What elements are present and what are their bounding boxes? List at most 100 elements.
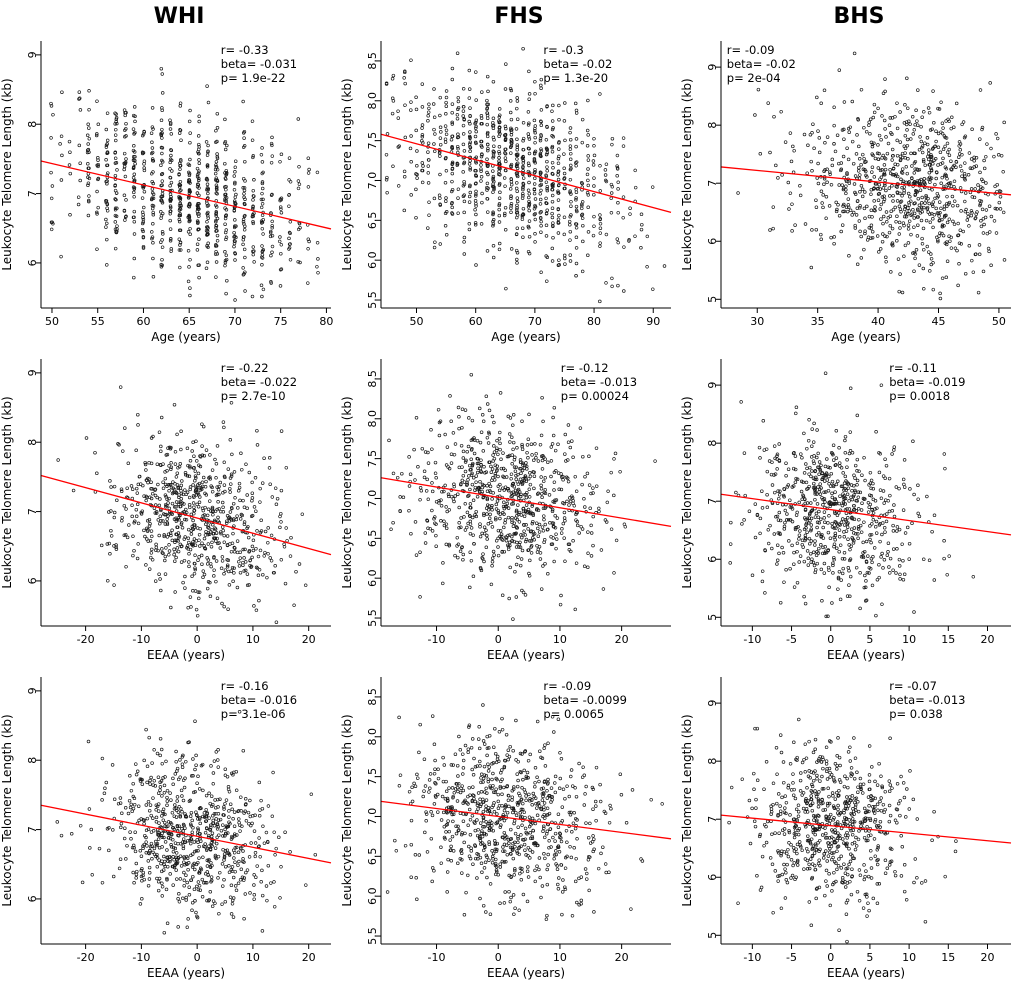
svg-text:8.0: 8.0 [366, 728, 379, 746]
svg-text:beta= -0.013: beta= -0.013 [561, 375, 637, 389]
svg-text:-20: -20 [77, 951, 95, 964]
svg-text:beta= -0.02: beta= -0.02 [727, 57, 796, 71]
svg-text:9: 9 [26, 369, 39, 376]
svg-text:5: 5 [866, 633, 873, 646]
svg-text:Leukocyte Telomere Length (kb): Leukocyte Telomere Length (kb) [0, 396, 14, 588]
svg-text:7: 7 [706, 180, 719, 187]
svg-text:r= -0.16: r= -0.16 [221, 679, 269, 693]
svg-text:6: 6 [26, 259, 39, 266]
scatter-plot-whi-eeaa-bottom: -20 -10 0 10 20 6 7 8 9 EEAA (years) Leukocyte Tel… [0, 677, 332, 980]
svg-text:7.0: 7.0 [366, 808, 379, 826]
svg-text:9: 9 [26, 687, 39, 694]
scatter-plot-whi-eeaa-mid: -20 -10 0 10 20 6 7 8 9 EEAA (years) Leukocyte Tel… [0, 359, 332, 662]
svg-text:80: 80 [587, 315, 601, 328]
svg-text:8.5: 8.5 [366, 688, 379, 706]
svg-text:-10: -10 [428, 951, 446, 964]
svg-text:0: 0 [194, 633, 201, 646]
svg-text:6.5: 6.5 [366, 530, 379, 548]
svg-text:9: 9 [706, 382, 719, 389]
svg-text:75: 75 [274, 315, 288, 328]
svg-text:20: 20 [302, 951, 316, 964]
svg-text:0: 0 [827, 951, 834, 964]
svg-text:65: 65 [182, 315, 196, 328]
svg-text:90: 90 [646, 315, 660, 328]
svg-text:Leukocyte Telomere Length (kb): Leukocyte Telomere Length (kb) [340, 78, 354, 270]
svg-text:Age (years): Age (years) [151, 330, 220, 344]
svg-text:p= 0.038: p= 0.038 [889, 707, 943, 721]
svg-text:p= 2.7e-10: p= 2.7e-10 [221, 389, 286, 403]
svg-text:50: 50 [992, 315, 1006, 328]
svg-text:8: 8 [26, 439, 39, 446]
svg-text:p= 2e-04: p= 2e-04 [727, 71, 781, 85]
svg-text:-10: -10 [132, 951, 150, 964]
svg-text:beta= -0.019: beta= -0.019 [889, 375, 965, 389]
svg-text:30: 30 [750, 315, 764, 328]
svg-text:5: 5 [706, 932, 719, 939]
svg-text:50: 50 [410, 315, 424, 328]
svg-text:Leukocyte Telomere Length (kb): Leukocyte Telomere Length (kb) [680, 396, 694, 588]
svg-text:55: 55 [91, 315, 105, 328]
svg-text:20: 20 [615, 951, 629, 964]
svg-text:7.5: 7.5 [366, 132, 379, 150]
scatter-plot-whi-age: 50 55 60 65 70 75 80 6 7 8 9 Age (years) Leukocyte T… [0, 41, 333, 344]
panel-grid: 50 55 60 65 70 75 80 6 7 8 9 Age (years) Leukocyte T… [0, 32, 1020, 986]
svg-text:Age (years): Age (years) [831, 330, 900, 344]
svg-text:r= -0.09: r= -0.09 [543, 679, 591, 693]
scatter-plot-fhs-eeaa-mid: -10 0 10 20 5.5 6.0 6.5 7.0 7.5 8.0 8.5 EEAA (years… [340, 359, 672, 662]
panel-fhs-age: 50 60 70 80 90 5.5 6.0 6.5 7.0 7.5 8.0 8.5 Age (year… [340, 32, 680, 350]
svg-text:0: 0 [495, 633, 502, 646]
panel-whi-eeaa-bottom: -20 -10 0 10 20 6 7 8 9 EEAA (years) Leukocyte Tel… [0, 668, 340, 986]
svg-text:6: 6 [706, 238, 719, 245]
svg-text:Leukocyte Telomere Length (kb): Leukocyte Telomere Length (kb) [0, 714, 14, 906]
svg-text:10: 10 [246, 633, 260, 646]
svg-text:20: 20 [980, 633, 994, 646]
svg-text:r= -0.12: r= -0.12 [561, 361, 609, 375]
svg-text:Leukocyte Telomere Length (kb): Leukocyte Telomere Length (kb) [680, 714, 694, 906]
svg-text:5.5: 5.5 [366, 927, 379, 945]
svg-text:-5: -5 [786, 951, 797, 964]
svg-text:15: 15 [941, 633, 955, 646]
svg-text:10: 10 [246, 951, 260, 964]
svg-text:Leukocyte Telomere Length (kb): Leukocyte Telomere Length (kb) [680, 78, 694, 270]
svg-text:Leukocyte Telomere Length (kb): Leukocyte Telomere Length (kb) [0, 78, 14, 270]
column-title-bhs: BHS [833, 3, 885, 29]
svg-text:15: 15 [941, 951, 955, 964]
scatter-plot-bhs-eeaa-mid: -10 -5 0 5 10 15 20 5 6 7 8 9 EEAA (years) Leukocyte … [680, 359, 1012, 662]
svg-text:6.0: 6.0 [366, 251, 379, 269]
svg-text:beta= -0.0099: beta= -0.0099 [543, 693, 627, 707]
column-titles: WHI FHS BHS [0, 0, 1020, 32]
svg-text:8: 8 [706, 122, 719, 129]
svg-text:beta= -0.031: beta= -0.031 [221, 57, 297, 71]
svg-text:7: 7 [26, 826, 39, 833]
svg-text:8: 8 [26, 121, 39, 128]
svg-text:5.5: 5.5 [366, 609, 379, 627]
svg-text:EEAA (years): EEAA (years) [487, 648, 565, 662]
panel-fhs-eeaa-bottom: -10 0 10 20 5.5 6.0 6.5 7.0 7.5 8.0 8.5 EEAA (years… [340, 668, 680, 986]
svg-text:40: 40 [871, 315, 885, 328]
svg-text:0: 0 [827, 633, 834, 646]
svg-text:35: 35 [811, 315, 825, 328]
svg-text:9: 9 [26, 51, 39, 58]
svg-text:EEAA (years): EEAA (years) [487, 966, 565, 980]
svg-text:60: 60 [136, 315, 150, 328]
svg-text:Leukocyte Telomere Length (kb): Leukocyte Telomere Length (kb) [340, 714, 354, 906]
svg-text:r= -0.22: r= -0.22 [221, 361, 269, 375]
svg-text:beta= -0.016: beta= -0.016 [221, 693, 297, 707]
svg-text:-10: -10 [743, 633, 761, 646]
svg-text:10: 10 [553, 951, 567, 964]
svg-text:7: 7 [706, 816, 719, 823]
svg-text:8.5: 8.5 [366, 52, 379, 69]
panel-bhs-eeaa-bottom: -10 -5 0 5 10 15 20 5 6 7 8 9 EEAA (years) Leukocyte … [680, 668, 1020, 986]
svg-text:EEAA (years): EEAA (years) [827, 966, 905, 980]
svg-text:7.5: 7.5 [366, 768, 379, 786]
svg-text:p= 3.1e-06: p= 3.1e-06 [221, 707, 286, 721]
svg-text:-10: -10 [132, 633, 150, 646]
svg-text:60: 60 [469, 315, 483, 328]
svg-text:r= -0.3: r= -0.3 [543, 43, 583, 57]
svg-text:p= 0.00024: p= 0.00024 [561, 389, 629, 403]
svg-text:70: 70 [528, 315, 542, 328]
panel-whi-age: 50 55 60 65 70 75 80 6 7 8 9 Age (years) Leukocyte T… [0, 32, 340, 350]
svg-text:7.5: 7.5 [366, 450, 379, 468]
svg-text:6.0: 6.0 [366, 569, 379, 587]
panel-bhs-age: 30 35 40 45 50 5 6 7 8 9 Age (years) Leukocyte Telo… [680, 32, 1020, 350]
